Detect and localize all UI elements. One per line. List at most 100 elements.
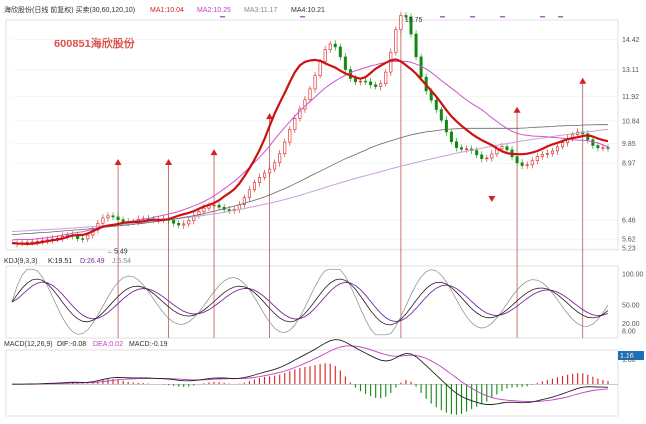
macd-legend-item: DEA:0.02 [93, 341, 123, 348]
macd-y-axis: 1.00 [12, 357, 636, 385]
candle-body [500, 146, 504, 150]
candle-body [409, 16, 413, 35]
top-marker [558, 16, 563, 18]
candle-body [434, 99, 438, 110]
candle-body [353, 78, 357, 83]
macd-header: MACD(12,26,9) DIF:-0.08 DEA:0.02 MACD:-0.1… [4, 341, 168, 348]
macd-dea-line [12, 345, 609, 403]
candle-body [298, 108, 302, 119]
candle-body [242, 197, 246, 206]
candle-body [606, 147, 610, 149]
macd-histogram [16, 363, 609, 415]
y-tick-label: 11.92 [622, 94, 639, 101]
kdj-legend-item: J:5.54 [112, 258, 131, 265]
candle-body [444, 119, 448, 133]
candle-body [101, 217, 105, 224]
top-marker [540, 16, 545, 18]
macd-legend-item: DIF:-0.08 [57, 341, 86, 348]
ma-lines [11, 58, 609, 245]
ma-legend-item: MA1:10.04 [150, 7, 184, 14]
candle-body [485, 157, 489, 160]
candle-body [111, 215, 115, 218]
candle-body [328, 43, 332, 50]
candle-body [308, 88, 312, 101]
candle-body [323, 49, 327, 62]
candle-body [591, 139, 595, 146]
candle-body [490, 153, 494, 159]
top-marker [220, 16, 225, 18]
candle-body [86, 234, 90, 240]
kdj-legend: K:19.51 D:26.49 J:5.54 [48, 258, 131, 265]
buy-arrow [210, 149, 218, 156]
candle-body [394, 29, 398, 53]
candle-body [303, 99, 307, 110]
kdj-legend-item: D:26.49 [80, 258, 105, 265]
kdj-j-line [11, 268, 609, 336]
candle-body [374, 84, 378, 87]
candle-body [540, 154, 544, 157]
candle-body [439, 109, 443, 121]
candle-body [217, 204, 221, 208]
candle-body [202, 207, 206, 212]
top-marker [500, 16, 505, 18]
macd-panel-frame [5, 349, 619, 417]
y-tick-label: 5.62 [622, 237, 636, 244]
candle-body [545, 153, 549, 155]
kdj-tick-label: 100.00 [622, 272, 644, 279]
candle-body [379, 83, 383, 87]
y-tick-label: 9.85 [622, 141, 636, 148]
candle-body [116, 216, 120, 220]
kdj-tick-label: 20.00 [622, 321, 640, 328]
candle-body [535, 156, 539, 162]
macd-dif-line [12, 339, 609, 405]
candle-body [596, 145, 600, 149]
kdj-k-line [11, 278, 609, 326]
y-tick-label: 6.46 [622, 218, 636, 225]
y-tick-label: 8.97 [622, 161, 636, 168]
macd-badge-text: 1.16 [620, 353, 634, 360]
top-marker [470, 16, 475, 18]
candle-body [182, 223, 186, 226]
kdj-lines [11, 268, 609, 336]
indicator-title: 海欣股份(日线 前复权) 买卖(30,60,120,10) [4, 5, 135, 14]
macd-badge-bg [618, 351, 644, 360]
candle-body [247, 189, 251, 198]
macd-legend: DIF:-0.08 DEA:0.02 MACD:-0.19 [57, 341, 168, 348]
candle-body [369, 81, 373, 86]
candle-body [177, 222, 181, 226]
candle-body [561, 142, 565, 148]
ma-legend-item: MA4:10.21 [291, 7, 325, 14]
buy-arrow [513, 106, 521, 113]
high-annotation: 15.75 [405, 17, 423, 24]
candle-body [268, 168, 272, 174]
buy-arrow [114, 159, 122, 165]
ma3-line [11, 128, 609, 232]
candle-body [359, 80, 363, 83]
candle-body [520, 162, 524, 166]
candle-body [399, 15, 403, 31]
candle-body [263, 172, 267, 178]
candle-body [283, 141, 287, 155]
candle-body [257, 176, 261, 184]
candle-body [313, 75, 317, 90]
kdj-header: KDJ(9,3,3) K:19.51 D:26.49 J:5.54 [4, 258, 131, 265]
top-markers [220, 16, 563, 18]
main-header: 海欣股份(日线 前复权) 买卖(30,60,120,10) MA1:10.04 M… [4, 5, 325, 14]
macd-title: MACD(12,26,9) [4, 341, 53, 348]
kdj-y-axis: 100.00 50.00 20.008.00 [622, 272, 644, 336]
ma-legend-item: MA3:11.17 [244, 7, 277, 14]
top-marker [300, 16, 305, 18]
candle-body [515, 156, 519, 164]
candle-body [525, 164, 529, 166]
y-tick-label: 14.42 [622, 37, 640, 44]
candle-body [212, 204, 216, 207]
main-y-axis: 14.42 13.11 11.92 10.84 9.85 8.97 6.46 5.62 5.23 [622, 37, 640, 252]
candle-body [530, 160, 534, 166]
candle-body [384, 71, 388, 84]
kdj-tick-label: 8.00 [622, 329, 636, 336]
low-annotation: ←5.49 [107, 248, 128, 255]
macd-badge: 1.16 [618, 351, 644, 360]
candle-body [172, 220, 176, 224]
candle-body [364, 80, 368, 83]
candle-body [465, 148, 469, 151]
